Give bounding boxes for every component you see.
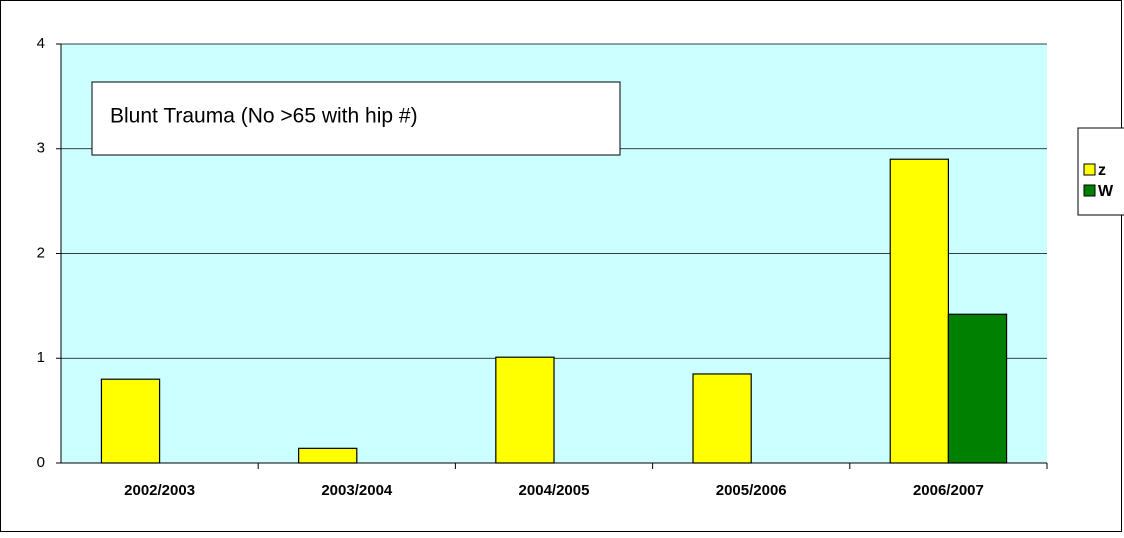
- x-tick-label: 2003/2004: [321, 482, 393, 499]
- bar: [298, 447, 358, 464]
- x-tick-label: 2005/2006: [716, 482, 787, 499]
- bar: [100, 378, 161, 464]
- y-tick-label: 4: [37, 35, 45, 52]
- legend-swatch: [1083, 163, 1096, 176]
- annotation-box: [91, 81, 621, 156]
- x-tick-label: 2002/2003: [124, 482, 195, 499]
- legend-label: W: [1098, 183, 1114, 200]
- bar: [889, 158, 950, 464]
- bar: [947, 313, 1008, 464]
- bar: [495, 356, 555, 464]
- bar: [692, 373, 752, 464]
- y-tick-label: 1: [37, 349, 45, 366]
- y-tick-label: 2: [37, 244, 45, 261]
- annotation: Blunt Trauma (No >65 with hip #): [110, 105, 418, 128]
- y-tick-label: 3: [37, 140, 45, 157]
- x-tick-label: 2004/2005: [519, 482, 590, 499]
- legend-label: z: [1098, 162, 1106, 179]
- legend-items: zW: [1083, 162, 1114, 200]
- legend-swatch: [1083, 184, 1096, 197]
- y-tick-label: 0: [37, 454, 45, 471]
- x-tick-label: 2006/2007: [913, 482, 984, 499]
